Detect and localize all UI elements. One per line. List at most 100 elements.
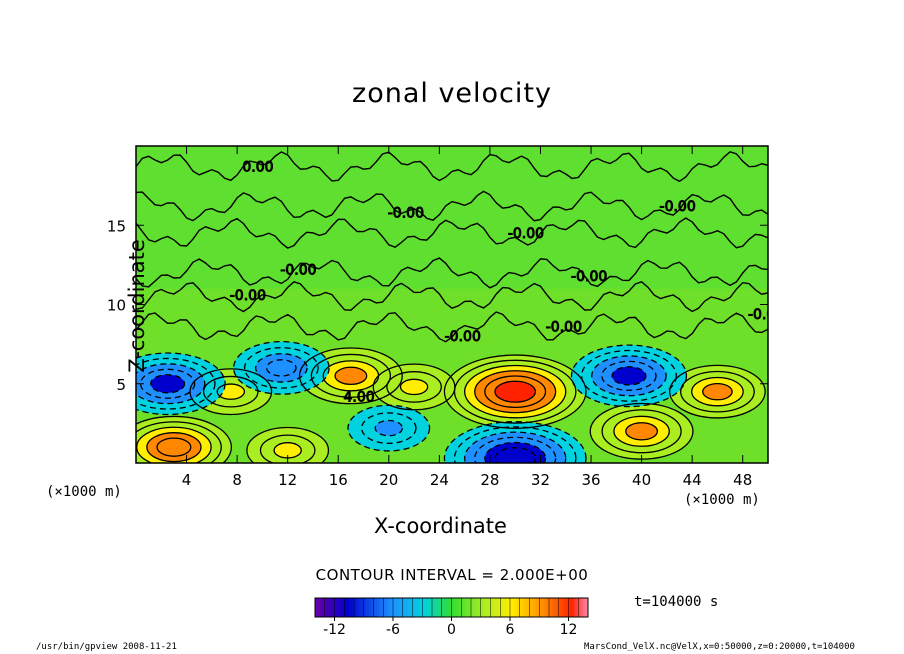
zero-contour-2 [136,217,768,249]
x-axis-unit: (×1000 m) [684,492,760,508]
contour-8-4 [150,374,186,394]
zero-contour-5 [136,311,768,343]
footer-left: /usr/bin/gpview 2008-11-21 [36,642,177,652]
contour-2-3 [625,422,659,441]
contour-1-0 [298,347,403,405]
field-level-11-4 [612,366,646,385]
contour-10-0 [443,420,587,463]
x-axis: 4 8 12 16 20 24 28 32 36 40 44 48 [182,146,752,489]
zero-contour-4 [136,281,768,313]
colorbar-ticks: -12 -6 0 6 12 [323,617,577,638]
colorbar: -12 -6 0 6 12 [314,597,589,638]
contour-label-2: -0.00 [660,199,696,215]
contour-6-0 [189,368,273,416]
contour-label-6: -0.00 [230,288,266,304]
field-level-1-3 [335,367,367,385]
y-tick-label-15: 15 [107,217,126,235]
field-level-2-3 [625,422,658,440]
contour-label-8: -0.00 [445,329,481,345]
contour-label-5: -0.00 [571,269,607,285]
contour-1-3 [334,366,368,386]
contour-1-1 [310,353,392,398]
contour-7-1 [386,371,442,403]
contour-label-7: -0.00 [546,320,582,336]
y-tick-label-10: 10 [107,297,126,315]
x-tick-label-12: 12 [278,471,297,489]
contour-8-1 [136,357,216,410]
contour-6-1 [202,375,259,408]
contour-3-3 [146,432,202,463]
zero-contour-0 [136,151,768,183]
contour-5-0 [669,364,766,419]
zero-contour-3 [136,257,768,289]
contour-label-1: -0.00 [388,206,424,222]
x-axis-label: X-coordinate [374,514,507,538]
contour-label-9: -0.00 [748,307,784,323]
x-tick-label-8: 8 [232,471,242,489]
contour-0-4 [484,375,547,409]
footer-right: MarsCond_VelX.nc@VelX,x=0:50000,z=0:2000… [584,642,855,652]
x-tick-label-28: 28 [480,471,499,489]
contour-11-2 [591,355,667,397]
contour-4-1 [259,434,316,463]
contour-11-3 [601,360,657,391]
contour-5-1 [680,370,755,413]
field-level-12-2 [375,420,403,436]
contour-layer: 0.00-0.00 -0.00-0.00-0.00 -0.00-0.00-0.00-… [136,151,784,463]
contour-0-3 [474,370,557,414]
contour-7-2 [399,378,429,396]
contour-10-3 [474,436,557,463]
contour-12-0 [347,404,431,452]
contour-label-4: -0.00 [280,263,316,279]
field-level-10-5 [494,447,536,463]
chart-title: zonal velocity [352,78,552,109]
contour-9-2 [254,353,308,383]
contour-9-0 [232,340,330,395]
contour-label-3: -0.00 [508,226,544,242]
contour-7-0 [372,363,456,411]
time-label: t=104000 s [634,594,719,610]
cb-tick-label-6: 6 [506,622,515,638]
contour-9-3 [266,359,297,377]
contour-10-4 [484,441,547,463]
x-tick-label-32: 32 [531,471,550,489]
contour-0-2 [463,364,567,419]
field-level-5-3 [702,383,733,400]
contour-3-4 [156,437,192,457]
x-tick-label-48: 48 [733,471,752,489]
contour-2-2 [613,415,670,447]
x-tick-label-44: 44 [683,471,702,489]
contour-10-2 [464,431,567,463]
contour-5-2 [691,376,744,407]
field-level-9-3 [266,359,297,376]
contour-11-0 [570,344,688,408]
x-tick-label-40: 40 [632,471,651,489]
contour-11-4 [611,366,647,386]
cb-tick-label-0: 0 [447,622,456,638]
zero-contour-1 [136,190,768,222]
contour-10-5 [494,447,537,463]
contour-interval: CONTOUR INTERVAL = 2.000E+00 [315,566,589,584]
contour-0-5 [494,380,537,403]
contour-6-2 [216,383,246,400]
colorbar-divisions [314,598,589,617]
y-axis-unit: (×1000 m) [46,484,122,500]
field-level-8-4 [150,374,185,393]
x-tick-label-16: 16 [329,471,348,489]
contour-3-0 [136,415,233,463]
field-level-4-2 [274,442,302,458]
contour-9-1 [243,347,319,389]
y-axis: 5 10 15 [107,217,768,394]
x-tick-label-4: 4 [182,471,192,489]
contour-8-2 [136,363,206,405]
y-tick-label-5: 5 [116,376,126,394]
contour-0-0 [443,354,587,429]
x-tick-label-36: 36 [581,471,600,489]
contour-label-0: 0.00 [242,160,273,176]
plot-area: 0.00-0.00 -0.00-0.00-0.00 -0.00-0.00-0.00-… [107,145,784,489]
field-level-0-5 [494,381,536,403]
contour-4-0 [246,426,330,463]
contour-8-0 [136,352,226,416]
cb-tick-label-12: 12 [560,622,578,638]
